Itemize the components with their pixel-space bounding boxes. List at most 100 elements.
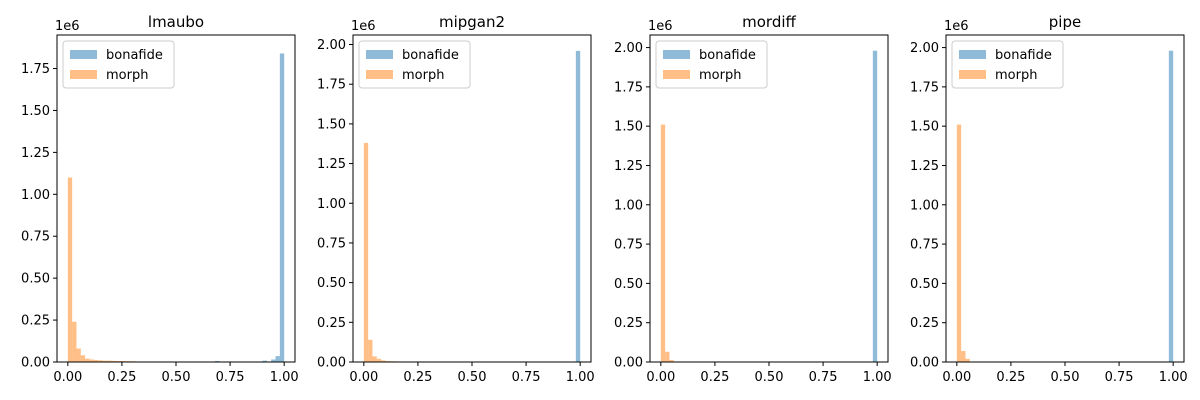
- y-tick-label: 0.75: [21, 230, 50, 245]
- legend-label-bonafide: bonafide: [699, 48, 756, 63]
- bar-morph-0: [363, 142, 369, 362]
- y-tick-label: 1.75: [910, 80, 939, 95]
- bar-morph-6: [93, 359, 99, 362]
- chart-title: pipe: [1049, 13, 1081, 31]
- subplot-lmaubo: 0.00 0.25 0.50 0.75 1.00 0.00 0.25 0.50 0.75 1.00…: [21, 13, 299, 385]
- y-tick-label: 2.00: [317, 38, 346, 53]
- y-tick-label: 0.25: [317, 316, 346, 331]
- legend-swatch-bonafide: [959, 50, 986, 59]
- x-tick-label: 0.50: [1051, 370, 1080, 385]
- y-tick-label: 0.50: [910, 277, 939, 292]
- x-tick-label: 0.50: [458, 370, 487, 385]
- bar-morph-2: [965, 358, 970, 362]
- chart-title: mipgan2: [439, 13, 505, 31]
- y-tick-label: 0.75: [317, 236, 346, 251]
- bar-morph-12: [119, 360, 125, 362]
- legend-label-bonafide: bonafide: [402, 48, 459, 63]
- x-tick-label: 0.50: [162, 370, 191, 385]
- bar-bonafide-0: [575, 50, 581, 363]
- legend-swatch-morph: [663, 70, 690, 79]
- bar-bonafide-0: [1168, 50, 1174, 362]
- bar-morph-10: [111, 360, 116, 362]
- legend-swatch-morph: [70, 70, 97, 79]
- bar-morph-1: [961, 351, 966, 362]
- bar-morph-0: [956, 124, 962, 362]
- y-tick-label: 1.75: [614, 80, 643, 95]
- x-tick-label: 0.75: [512, 370, 541, 385]
- y-tick-label: 2.00: [910, 41, 939, 56]
- bar-morph-5: [89, 359, 94, 362]
- bar-morph-4: [85, 358, 90, 362]
- y-tick-label: 1.25: [910, 159, 939, 174]
- x-tick-label: 0.50: [755, 370, 784, 385]
- legend-swatch-morph: [959, 70, 986, 79]
- legend-label-bonafide: bonafide: [995, 48, 1052, 63]
- legend-label-morph: morph: [995, 68, 1037, 83]
- y-tick-label: 0.25: [21, 314, 50, 329]
- legend-label-bonafide: bonafide: [106, 48, 163, 63]
- y-tick-label: 2.00: [614, 41, 643, 56]
- y-tick-label: 0.50: [21, 272, 50, 287]
- y-tick-label: 1.00: [317, 197, 346, 212]
- subplot-mipgan2: 0.00 0.25 0.50 0.75 1.00 0.00 0.25 0.50 0.75 1.00…: [317, 13, 595, 385]
- chart-title: lmaubo: [148, 13, 204, 31]
- y-tick-label: 0.50: [317, 276, 346, 291]
- y-tick-label: 0.00: [317, 356, 346, 371]
- y-tick-label: 1.50: [910, 120, 939, 135]
- y-tick-label: 1.50: [21, 104, 50, 119]
- bar-morph-7: [98, 360, 103, 362]
- x-tick-label: 0.00: [942, 370, 971, 385]
- y-tick-label: 0.00: [614, 356, 643, 371]
- y-tick-label: 0.00: [21, 356, 50, 371]
- x-tick-label: 0.25: [403, 370, 432, 385]
- y-tick-label: 1.00: [21, 188, 50, 203]
- x-tick-label: 0.00: [646, 370, 675, 385]
- y-tick-label: 0.25: [614, 316, 643, 331]
- subplot-mordiff: 0.00 0.25 0.50 0.75 1.00 0.00 0.25 0.50 0.75 1.00…: [614, 13, 892, 385]
- bar-morph-2: [372, 356, 377, 362]
- bar-morph-11: [115, 360, 120, 362]
- bar-bonafide-1: [214, 360, 220, 362]
- bar-morph-1: [368, 339, 373, 362]
- y-offset-text: 1e6: [351, 19, 376, 34]
- y-tick-label: 1.50: [317, 117, 346, 132]
- bar-bonafide-5: [279, 53, 285, 362]
- bar-morph-2: [76, 348, 81, 362]
- bar-bonafide-0: [872, 50, 878, 362]
- chart-title: mordiff: [742, 13, 796, 31]
- subplot-pipe: 0.00 0.25 0.50 0.75 1.00 0.00 0.25 0.50 0.75 1.00…: [910, 13, 1188, 385]
- legend-swatch-morph: [366, 70, 393, 79]
- x-tick-label: 0.75: [809, 370, 838, 385]
- y-tick-label: 0.75: [614, 238, 643, 253]
- bar-bonafide-2: [262, 360, 267, 362]
- y-tick-label: 1.00: [910, 198, 939, 213]
- bar-morph-3: [80, 355, 86, 362]
- y-tick-label: 1.75: [317, 78, 346, 93]
- bar-morph-8: [102, 360, 107, 362]
- y-tick-label: 1.25: [21, 146, 50, 161]
- legend-label-morph: morph: [699, 68, 741, 83]
- y-tick-label: 1.25: [614, 159, 643, 174]
- x-tick-label: 1.00: [863, 370, 892, 385]
- x-tick-label: 0.00: [349, 370, 378, 385]
- x-tick-label: 0.25: [996, 370, 1025, 385]
- bar-morph-0: [660, 124, 666, 362]
- bar-morph-1: [665, 351, 670, 362]
- bar-morph-2: [669, 360, 674, 362]
- legend-swatch-bonafide: [663, 50, 690, 59]
- y-tick-label: 1.25: [317, 157, 346, 172]
- x-tick-label: 1.00: [270, 370, 299, 385]
- legend-label-morph: morph: [106, 68, 148, 83]
- bar-morph-3: [376, 358, 382, 362]
- y-tick-label: 0.75: [910, 238, 939, 253]
- bar-bonafide-4: [275, 356, 280, 362]
- legend-swatch-bonafide: [366, 50, 393, 59]
- y-tick-label: 1.00: [614, 198, 643, 213]
- x-tick-label: 0.75: [1105, 370, 1134, 385]
- bar-morph-1: [72, 321, 77, 362]
- y-tick-label: 0.50: [614, 277, 643, 292]
- y-offset-text: 1e6: [944, 19, 969, 34]
- y-tick-label: 1.50: [614, 120, 643, 135]
- y-offset-text: 1e6: [648, 19, 673, 34]
